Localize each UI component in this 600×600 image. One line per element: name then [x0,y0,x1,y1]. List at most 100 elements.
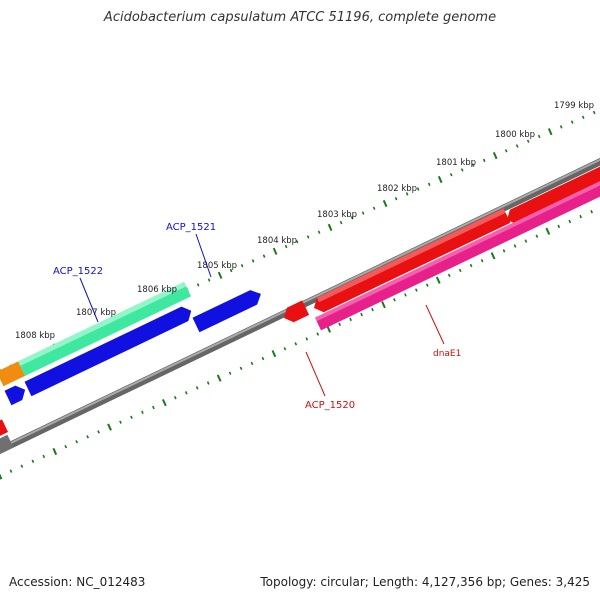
outer-scale-major-tick [382,199,388,208]
gene-left-grey-edge[interactable] [0,434,14,455]
inner-scale-minor-tick [97,430,100,434]
inner-scale-minor-tick [261,356,265,361]
gene-reverse-blue-small[interactable] [4,383,29,406]
inner-scale-minor-tick [9,469,13,473]
inner-scale-minor-tick [535,234,539,238]
scale-label-1808: 1808 kbp [15,331,55,341]
inner-scale-minor-tick [590,210,594,214]
accession-text: Accession: NC_012483 [9,575,146,589]
gene-upstream-orange[interactable] [0,361,26,387]
inner-scale-minor-tick [524,239,528,243]
inner-scale-major-tick [271,350,277,358]
inner-scale-minor-tick [239,366,243,371]
map-title: Acidobacterium capsulatum ATCC 51196, co… [103,10,497,25]
inner-scale-minor-tick [250,361,254,366]
inner-scale-minor-tick [579,214,583,219]
inner-scale-major-tick [52,447,58,456]
gene-ACP_1521[interactable] [192,287,265,333]
inner-scale-major-tick [490,252,496,260]
gene-dnaE1[interactable] [314,179,600,331]
outer-scale-minor-tick [306,235,310,239]
inner-scale-minor-tick [447,273,451,278]
gene-label-dnaE1[interactable]: dnaE1 [433,349,461,359]
gene-label-ACP_1520[interactable]: ACP_1520 [305,400,355,411]
inner-scale-minor-tick [173,395,177,400]
outer-scale-minor-tick [504,149,508,153]
outer-scale-minor-tick [537,134,541,139]
inner-scale-minor-tick [152,405,155,410]
inner-scale-minor-tick [425,283,429,287]
outer-scale-minor-tick [405,192,409,196]
scale-label-1806: 1806 kbp [137,285,177,295]
outer-scale-minor-tick [196,283,200,287]
gene-label-ACP_1521[interactable]: ACP_1521 [166,222,216,233]
gene-ACP_1522[interactable] [18,281,192,376]
outer-scale-minor-tick [449,173,453,177]
scale-label-1803: 1803 kbp [317,210,357,220]
gene-reverse-red-edge[interactable] [504,160,600,227]
inner-scale-track [0,210,594,480]
inner-scale-minor-tick [75,440,79,444]
scale-label-1805: 1805 kbp [197,261,237,271]
inner-scale-minor-tick [130,415,133,419]
inner-scale-minor-tick [404,293,407,297]
outer-scale-minor-tick [471,163,475,167]
inner-scale-major-tick [216,374,222,382]
gene-ACP_1520[interactable] [281,300,310,325]
scale-label-1804: 1804 kbp [257,236,297,246]
inner-scale-minor-tick [206,381,210,385]
scale-label-1801: 1801 kbp [436,158,476,168]
outer-scale-minor-tick [394,196,398,201]
callout-line-dnaE1 [425,304,445,345]
outer-scale-major-tick [327,223,333,232]
inner-scale-minor-tick [64,444,68,449]
outer-scale-minor-tick [251,259,255,263]
outer-scale-major-tick [217,271,223,279]
inner-scale-minor-tick [338,322,342,327]
scale-label-1802: 1802 kbp [377,184,417,194]
inner-scale-minor-tick [349,317,352,322]
outer-scale-minor-tick [295,240,299,244]
scale-label-1807: 1807 kbp [76,308,116,318]
inner-scale-minor-tick [360,312,363,317]
inner-scale-minor-tick [480,258,484,263]
outer-scale-minor-tick [460,168,464,172]
inner-scale-minor-tick [458,268,462,273]
inner-scale-minor-tick [119,420,122,424]
genome-summary-text: Topology: circular; Length: 4,127,356 bp… [260,575,590,589]
inner-scale-major-tick [435,276,441,284]
outer-scale-minor-tick [207,278,211,282]
outer-scale-minor-tick [581,115,585,120]
inner-scale-minor-tick [195,386,199,390]
outer-scale-minor-tick [372,206,376,210]
outer-scale-major-tick [547,128,553,136]
callout-line-ACP_1522 [79,277,99,323]
outer-scale-minor-tick [526,139,530,143]
gene-reverse-blue-long[interactable] [24,304,195,397]
inner-scale-minor-tick [557,224,561,229]
gene-reverse-red-long[interactable] [311,208,511,315]
outer-scale-major-tick [272,247,278,255]
gene-label-ACP_1522[interactable]: ACP_1522 [53,266,103,277]
outer-scale-minor-tick [592,110,596,115]
inner-scale-minor-tick [228,371,232,375]
inner-scale-minor-tick [305,337,309,341]
outer-scale-minor-tick [427,182,431,187]
outer-scale-major-tick [492,151,498,160]
outer-scale-minor-tick [559,125,563,129]
inner-scale-minor-tick [469,263,473,268]
inner-scale-minor-tick [42,454,46,459]
inner-scale-major-tick [381,301,386,309]
inner-scale-minor-tick [31,459,35,464]
inner-scale-minor-tick [414,288,418,292]
gene-left-red-edge[interactable] [0,419,9,437]
inner-scale-minor-tick [86,435,90,439]
scale-label-1799: 1799 kbp [554,101,594,111]
outer-scale-major-tick [437,175,443,184]
outer-scale-minor-tick [361,211,365,215]
inner-scale-major-tick [545,227,551,235]
inner-scale-minor-tick [316,332,320,336]
inner-scale-minor-tick [371,307,374,312]
